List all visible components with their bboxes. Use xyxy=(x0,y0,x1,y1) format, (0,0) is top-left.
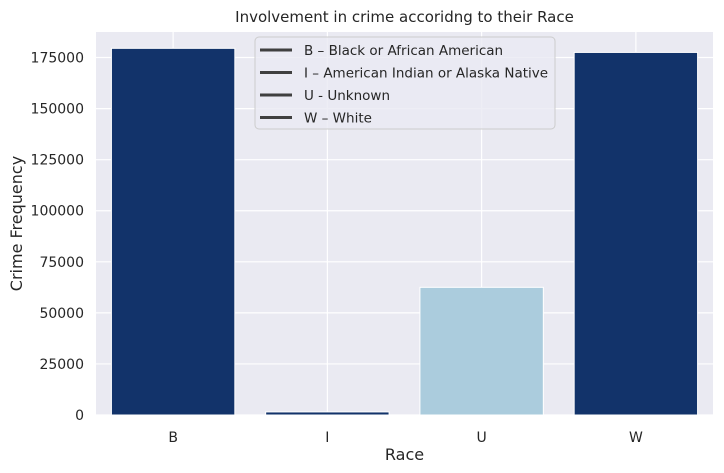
y-tick-label: 125000 xyxy=(31,153,84,169)
x-tick-label: B xyxy=(168,430,178,446)
y-tick-labels: 0 25000 50000 75000 100000 125000 150000 175000 xyxy=(31,51,84,424)
bar-U xyxy=(419,286,544,416)
y-tick-label: 25000 xyxy=(39,357,84,373)
bar-W xyxy=(573,51,699,416)
bar-B xyxy=(110,47,236,416)
y-tick-label: 150000 xyxy=(31,102,84,118)
legend-box xyxy=(254,36,556,130)
y-tick-label: 50000 xyxy=(39,306,84,322)
chart-title: Involvement in crime accoridng to their … xyxy=(235,8,574,26)
bar-I xyxy=(265,411,390,416)
y-tick-label: 100000 xyxy=(31,204,84,220)
legend-entry: W – White xyxy=(304,111,372,127)
y-axis-title: Crime Frequency xyxy=(7,156,26,291)
x-tick-label: U xyxy=(477,430,487,446)
x-tick-label: W xyxy=(629,430,643,446)
legend-items: B – Black or African American I – America… xyxy=(260,43,548,127)
legend-entry: I – American Indian or Alaska Native xyxy=(304,66,548,82)
bars xyxy=(110,47,699,416)
y-tick-label: 0 xyxy=(75,408,84,424)
legend: B – Black or African American I – America… xyxy=(254,36,556,130)
y-tick-label: 175000 xyxy=(31,51,84,67)
x-tick-label: I xyxy=(325,430,329,446)
y-tick-label: 75000 xyxy=(39,255,84,271)
legend-entry: B – Black or African American xyxy=(304,43,503,59)
x-axis-title: Race xyxy=(385,445,424,464)
legend-entry: U - Unknown xyxy=(304,88,390,104)
